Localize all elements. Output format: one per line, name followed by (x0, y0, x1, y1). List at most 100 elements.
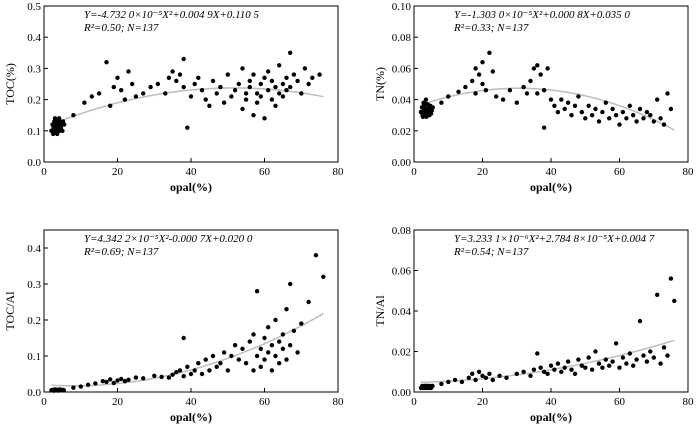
data-point (579, 109, 584, 115)
data-point (535, 63, 540, 68)
data-point (115, 75, 120, 81)
data-point (108, 103, 113, 109)
regression-stats: R²=0.69; N=137 (83, 246, 159, 258)
data-point (210, 78, 216, 84)
data-point (104, 60, 109, 65)
chart-panel-2: 0 20 40 60 80 0.00 0.02 0.04 0.06 0.08 0.10 opal(%)… (373, 1, 694, 194)
data-point (637, 106, 643, 112)
y-tick-label: 0.3 (27, 63, 41, 75)
data-point (661, 122, 667, 127)
data-point (421, 103, 427, 109)
data-point (295, 350, 300, 355)
x-tick-label: 0 (41, 166, 47, 178)
y-tick-label: 0.06 (392, 63, 412, 75)
data-point (473, 91, 478, 96)
data-point (221, 350, 227, 355)
data-point (600, 109, 605, 115)
data-point (317, 72, 322, 77)
data-point (126, 69, 131, 74)
data-point (181, 335, 186, 341)
data-point (665, 91, 670, 96)
data-point (610, 359, 615, 364)
data-point (163, 91, 168, 96)
data-point (569, 113, 574, 118)
data-point (487, 371, 492, 376)
data-point (218, 84, 223, 90)
x-tick-label: 40 (546, 166, 558, 178)
data-point (634, 357, 639, 362)
fit-curve (51, 87, 324, 126)
chart-panel-3: 0 20 40 60 80 0.0 0.1 0.2 0.3 0.4 opal(%) TOC/Al Y=4… (3, 229, 345, 424)
data-point (188, 371, 194, 377)
data-point (494, 94, 499, 99)
data-point (531, 66, 537, 71)
data-point (480, 60, 485, 65)
y-tick-label: 0.1 (27, 126, 41, 138)
data-point (476, 72, 482, 77)
data-point (586, 103, 591, 109)
x-tick-label: 80 (333, 396, 345, 408)
data-point (53, 128, 58, 133)
data-point (247, 339, 252, 344)
data-point (280, 332, 286, 337)
y-tick-label: 0.02 (392, 347, 411, 359)
data-point (565, 100, 571, 105)
data-point (648, 349, 653, 354)
data-point (111, 380, 117, 386)
data-point (507, 88, 513, 93)
data-point (658, 361, 663, 366)
data-point (251, 72, 256, 77)
regression-equation: Y=3.233 1×10⁻⁶X²+2.784 8×10⁻⁵X+0.004 7 (454, 233, 655, 245)
y-axis-label: TOC/Al (3, 291, 17, 331)
y-tick-label: 0.00 (392, 387, 412, 399)
data-point (559, 369, 564, 374)
data-point (273, 317, 278, 323)
data-point (277, 63, 282, 68)
x-tick-label: 0 (41, 396, 47, 408)
data-point (299, 321, 304, 326)
x-axis-label: opal(%) (170, 410, 212, 424)
data-point (644, 359, 650, 364)
data-point (446, 379, 451, 385)
data-point (459, 379, 465, 385)
data-point (524, 91, 530, 96)
data-point (490, 377, 495, 383)
data-point (651, 119, 656, 124)
data-point (470, 371, 475, 376)
data-point (624, 116, 629, 121)
data-point (280, 346, 286, 351)
data-point (593, 106, 598, 112)
data-point (552, 103, 557, 109)
data-point (254, 100, 260, 105)
data-point (166, 75, 172, 81)
data-point (535, 351, 540, 356)
data-point (56, 119, 61, 124)
data-point (214, 364, 219, 369)
data-point (430, 383, 435, 389)
x-tick-label: 80 (333, 166, 345, 178)
data-point (430, 105, 435, 110)
y-tick-label: 0.10 (392, 1, 412, 13)
data-point (576, 94, 581, 99)
y-tick-label: 0.04 (392, 306, 412, 318)
data-point (148, 84, 153, 90)
data-point (247, 84, 252, 90)
data-point (446, 94, 451, 99)
data-point (141, 376, 146, 381)
y-tick-label: 0.1 (27, 351, 41, 363)
data-point (203, 357, 208, 362)
data-point (236, 357, 241, 362)
y-tick-label: 0.06 (392, 266, 412, 278)
x-tick-label: 60 (259, 166, 271, 178)
data-point (207, 103, 212, 109)
data-point (225, 368, 230, 373)
data-point (251, 332, 256, 337)
data-point (661, 345, 667, 350)
data-point (607, 116, 612, 121)
data-point (473, 377, 478, 383)
data-point (302, 66, 308, 71)
data-point (280, 81, 286, 87)
data-point (284, 88, 289, 93)
data-point (218, 361, 223, 366)
